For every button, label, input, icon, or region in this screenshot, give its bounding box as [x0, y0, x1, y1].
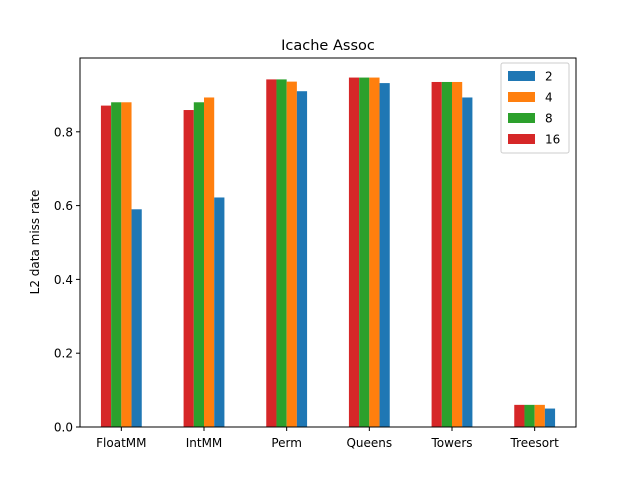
legend-swatch-16: [508, 134, 535, 144]
legend-label-4: 4: [545, 91, 553, 105]
bar-treesort-16: [514, 404, 525, 427]
legend-box: [500, 62, 570, 154]
y-tick-label: 0.8: [54, 125, 73, 139]
bar-perm-2: [296, 91, 308, 428]
legend-label-2: 2: [545, 70, 553, 84]
x-axis: FloatMM IntMM Perm Queens Towers Treesort: [96, 427, 559, 450]
y-tick-label: 0.4: [54, 273, 73, 287]
bar-intmm-2: [214, 197, 225, 427]
legend-label-8: 8: [545, 112, 553, 126]
legend: 2 4 8 16: [500, 62, 570, 154]
bar-towers-4: [452, 81, 463, 427]
bar-towers-8: [441, 81, 452, 427]
x-tick-label: Treesort: [510, 436, 560, 450]
x-tick-label: FloatMM: [96, 436, 146, 450]
bar-floatmm-4: [121, 102, 132, 427]
bar-treesort-4: [534, 404, 545, 427]
legend-swatch-8: [508, 113, 535, 123]
bar-treesort-8: [524, 404, 535, 427]
bar-treesort-2: [544, 408, 556, 427]
bar-queens-8: [359, 77, 370, 427]
legend-swatch-2: [508, 71, 535, 81]
y-tick-label: 0.2: [54, 347, 73, 361]
y-tick-label: 0.0: [54, 421, 73, 435]
bar-perm-4: [286, 81, 297, 428]
bar-intmm-4: [204, 97, 215, 427]
bar-perm-8: [276, 79, 287, 428]
plot-area-frame: [79, 57, 577, 428]
x-tick-label: Towers: [430, 436, 472, 450]
x-tick-label: IntMM: [186, 436, 223, 450]
bar-intmm-16: [183, 110, 194, 427]
bar-perm-16: [266, 79, 277, 428]
y-axis: 0.0 0.2 0.4 0.6 0.8: [54, 125, 80, 435]
bar-queens-16: [348, 77, 360, 427]
bar-floatmm-2: [131, 209, 142, 427]
bar-towers-2: [462, 97, 473, 427]
bar-towers-16: [431, 81, 442, 427]
bars-group: [100, 77, 556, 428]
x-tick-label: Perm: [271, 436, 302, 450]
legend-label-16: 16: [545, 133, 560, 147]
bar-floatmm-8: [111, 102, 122, 427]
chart-title: Icache Assoc: [281, 38, 375, 54]
bar-floatmm-16: [100, 105, 112, 427]
bar-intmm-8: [193, 102, 204, 427]
bar-queens-4: [369, 77, 380, 427]
x-tick-label: Queens: [346, 436, 392, 450]
bar-queens-2: [379, 83, 390, 427]
legend-swatch-4: [508, 92, 535, 102]
y-axis-title: L2 data miss rate: [28, 190, 42, 295]
y-tick-label: 0.6: [54, 199, 73, 213]
